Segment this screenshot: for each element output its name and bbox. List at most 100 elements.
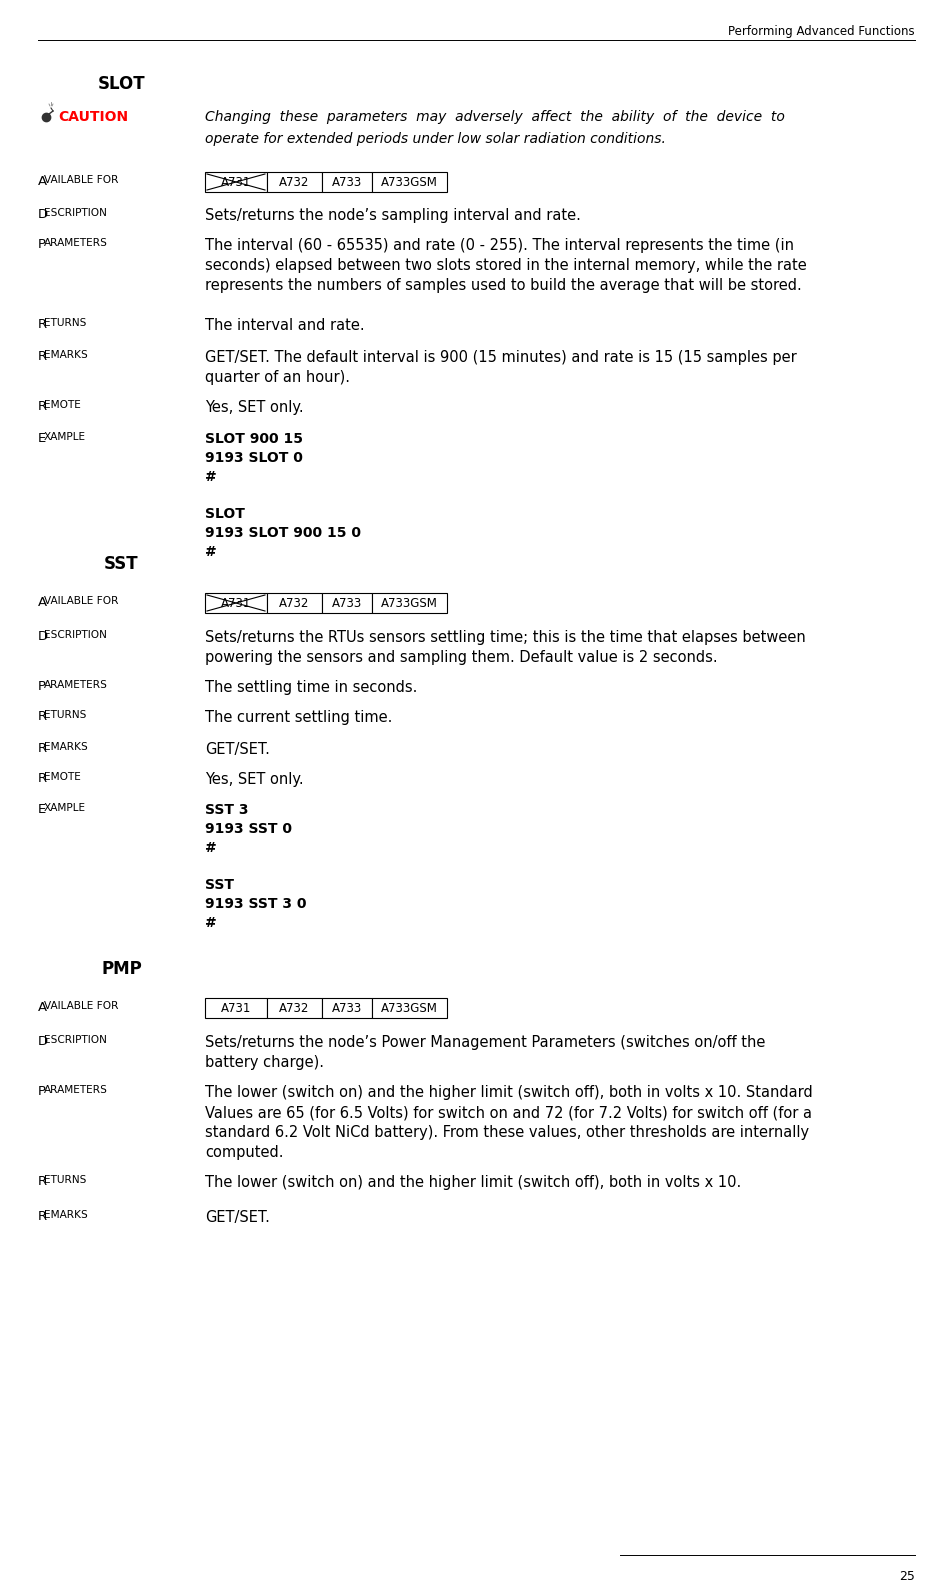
Text: CAUTION: CAUTION xyxy=(58,109,128,123)
Text: P: P xyxy=(38,237,46,252)
Text: #: # xyxy=(205,470,217,484)
Text: R: R xyxy=(38,400,48,413)
Bar xyxy=(267,173,322,192)
Text: represents the numbers of samples used to build the average that will be stored.: represents the numbers of samples used t… xyxy=(205,279,802,293)
Text: Sets/returns the RTUs sensors settling time; this is the time that elapses betwe: Sets/returns the RTUs sensors settling t… xyxy=(205,630,805,644)
Bar xyxy=(205,594,267,613)
Text: SLOT: SLOT xyxy=(205,507,244,521)
Text: EMARKS: EMARKS xyxy=(44,1209,87,1220)
Text: A733: A733 xyxy=(332,1002,362,1015)
Text: EMARKS: EMARKS xyxy=(44,350,87,359)
Text: ARAMETERS: ARAMETERS xyxy=(44,681,108,690)
Text: 9193 SST 0: 9193 SST 0 xyxy=(205,822,292,836)
Text: SST: SST xyxy=(205,879,234,891)
Bar xyxy=(322,594,372,613)
Text: A733GSM: A733GSM xyxy=(381,176,438,188)
Text: Yes, SET only.: Yes, SET only. xyxy=(205,773,303,787)
Text: Performing Advanced Functions: Performing Advanced Functions xyxy=(728,25,915,38)
Text: 9193 SLOT 0: 9193 SLOT 0 xyxy=(205,451,302,465)
Text: VAILABLE FOR: VAILABLE FOR xyxy=(44,597,119,606)
Text: ESCRIPTION: ESCRIPTION xyxy=(44,207,107,218)
Text: A: A xyxy=(38,176,48,188)
Text: SST 3: SST 3 xyxy=(205,803,248,817)
Text: R: R xyxy=(38,773,48,785)
Text: A732: A732 xyxy=(280,1002,310,1015)
Text: VAILABLE FOR: VAILABLE FOR xyxy=(44,1000,119,1012)
Text: battery charge).: battery charge). xyxy=(205,1054,324,1070)
Text: quarter of an hour).: quarter of an hour). xyxy=(205,370,350,385)
Text: ESCRIPTION: ESCRIPTION xyxy=(44,630,107,640)
Text: R: R xyxy=(38,1209,48,1224)
Text: A733GSM: A733GSM xyxy=(381,597,438,609)
Text: P: P xyxy=(38,681,46,693)
Bar xyxy=(322,997,372,1018)
Text: #: # xyxy=(205,841,217,855)
Text: D: D xyxy=(38,1035,49,1048)
Text: The lower (switch on) and the higher limit (switch off), both in volts x 10.: The lower (switch on) and the higher lim… xyxy=(205,1175,741,1190)
Text: R: R xyxy=(38,318,48,331)
Text: 9193 SST 3 0: 9193 SST 3 0 xyxy=(205,898,306,910)
Text: A733GSM: A733GSM xyxy=(381,1002,438,1015)
Bar xyxy=(267,594,322,613)
Text: Yes, SET only.: Yes, SET only. xyxy=(205,400,303,415)
Text: powering the sensors and sampling them. Default value is 2 seconds.: powering the sensors and sampling them. … xyxy=(205,651,718,665)
Text: The lower (switch on) and the higher limit (switch off), both in volts x 10. Sta: The lower (switch on) and the higher lim… xyxy=(205,1084,813,1100)
Text: GET/SET.: GET/SET. xyxy=(205,1209,270,1225)
Text: operate for extended periods under low solar radiation conditions.: operate for extended periods under low s… xyxy=(205,131,666,146)
Text: ARAMETERS: ARAMETERS xyxy=(44,1084,108,1095)
Text: The current settling time.: The current settling time. xyxy=(205,711,393,725)
Text: Changing  these  parameters  may  adversely  affect  the  ability  of  the  devi: Changing these parameters may adversely … xyxy=(205,109,785,123)
Text: ARAMETERS: ARAMETERS xyxy=(44,237,108,249)
Text: VAILABLE FOR: VAILABLE FOR xyxy=(44,176,119,185)
Text: XAMPLE: XAMPLE xyxy=(44,803,87,814)
Text: 25: 25 xyxy=(899,1570,915,1583)
Text: R: R xyxy=(38,1175,48,1187)
Bar xyxy=(267,997,322,1018)
Bar xyxy=(205,173,267,192)
Text: A731: A731 xyxy=(221,597,251,609)
Text: #: # xyxy=(205,545,217,559)
Bar xyxy=(372,173,447,192)
Bar xyxy=(372,997,447,1018)
Text: Sets/returns the node’s Power Management Parameters (switches on/off the: Sets/returns the node’s Power Management… xyxy=(205,1035,766,1050)
Text: ETURNS: ETURNS xyxy=(44,711,87,720)
Text: The settling time in seconds.: The settling time in seconds. xyxy=(205,681,417,695)
Text: E: E xyxy=(38,803,47,815)
Text: EMOTE: EMOTE xyxy=(44,773,81,782)
Text: computed.: computed. xyxy=(205,1145,283,1160)
Text: EMOTE: EMOTE xyxy=(44,400,81,410)
Text: seconds) elapsed between two slots stored in the internal memory, while the rate: seconds) elapsed between two slots store… xyxy=(205,258,806,272)
Text: D: D xyxy=(38,630,49,643)
Text: R: R xyxy=(38,711,48,723)
Text: GET/SET.: GET/SET. xyxy=(205,742,270,757)
Text: P: P xyxy=(38,1084,46,1099)
Text: R: R xyxy=(38,350,48,363)
Text: A732: A732 xyxy=(280,176,310,188)
Text: Sets/returns the node’s sampling interval and rate.: Sets/returns the node’s sampling interva… xyxy=(205,207,581,223)
Text: SST: SST xyxy=(105,556,139,573)
Text: R: R xyxy=(38,742,48,755)
Text: SLOT: SLOT xyxy=(98,74,146,93)
Bar xyxy=(205,997,267,1018)
Text: The interval (60 - 65535) and rate (0 - 255). The interval represents the time (: The interval (60 - 65535) and rate (0 - … xyxy=(205,237,794,253)
Bar xyxy=(372,594,447,613)
Text: ETURNS: ETURNS xyxy=(44,318,87,328)
Text: E: E xyxy=(38,432,47,445)
Text: #: # xyxy=(205,917,217,929)
Text: SLOT 900 15: SLOT 900 15 xyxy=(205,432,303,446)
Text: A: A xyxy=(38,1000,48,1015)
Text: 9193 SLOT 900 15 0: 9193 SLOT 900 15 0 xyxy=(205,526,361,540)
Text: A731: A731 xyxy=(221,1002,251,1015)
Text: EMARKS: EMARKS xyxy=(44,742,87,752)
Text: PMP: PMP xyxy=(101,959,142,978)
Text: standard 6.2 Volt NiCd battery). From these values, other thresholds are interna: standard 6.2 Volt NiCd battery). From th… xyxy=(205,1126,809,1140)
Text: XAMPLE: XAMPLE xyxy=(44,432,87,442)
Text: GET/SET. The default interval is 900 (15 minutes) and rate is 15 (15 samples per: GET/SET. The default interval is 900 (15… xyxy=(205,350,797,366)
Text: A732: A732 xyxy=(280,597,310,609)
Text: A733: A733 xyxy=(332,176,362,188)
Text: The interval and rate.: The interval and rate. xyxy=(205,318,364,332)
Text: A: A xyxy=(38,597,48,609)
Text: A733: A733 xyxy=(332,597,362,609)
Text: ETURNS: ETURNS xyxy=(44,1175,87,1186)
Text: D: D xyxy=(38,207,49,222)
